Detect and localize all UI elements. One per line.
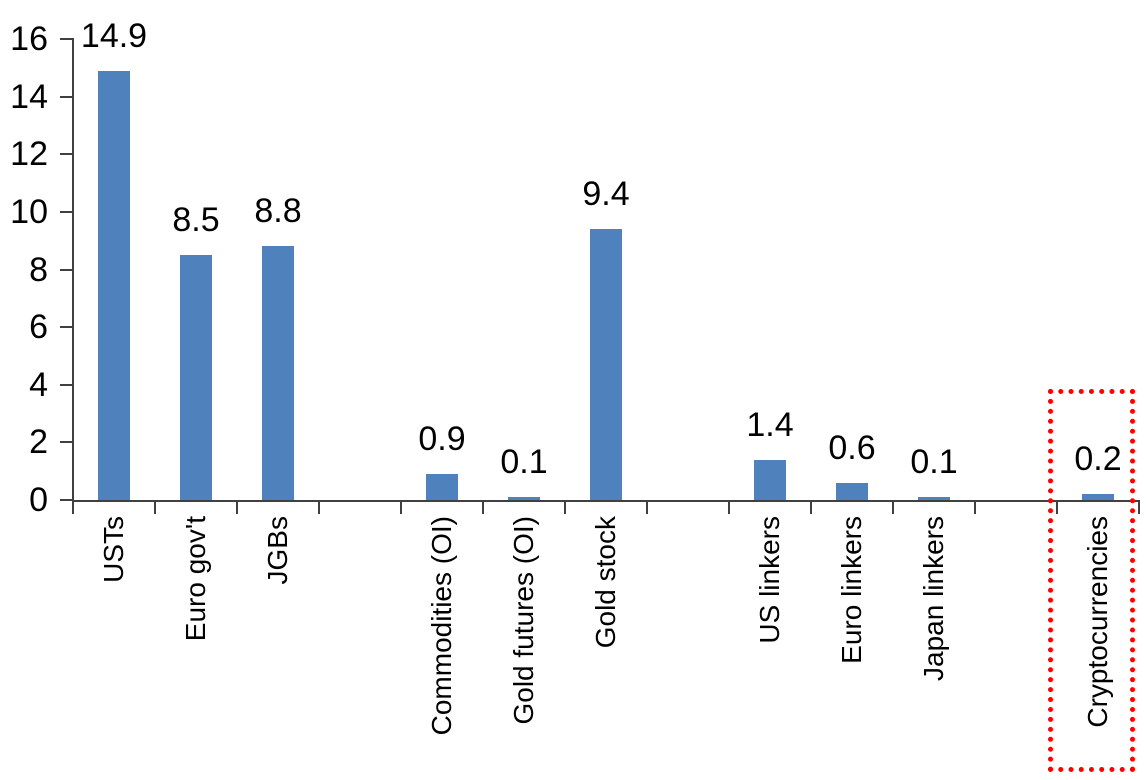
x-tick — [236, 500, 238, 514]
y-tick — [60, 210, 73, 213]
category-label-gold-futures-oi: Gold futures (OI) — [508, 516, 539, 725]
bar-euro-linkers — [836, 483, 868, 500]
bar-jgbs — [262, 246, 294, 500]
bar-value-label: 0.1 — [910, 443, 958, 481]
category-label-commodities-oi: Commodities (OI) — [426, 516, 457, 736]
x-tick — [154, 500, 156, 514]
bar-gold-stock — [590, 229, 622, 500]
y-tick-label: 2 — [29, 423, 48, 462]
bar-euro-gov-t — [180, 255, 212, 500]
x-tick — [1138, 500, 1140, 514]
bar-gold-futures-oi — [508, 497, 540, 500]
x-tick — [728, 500, 730, 514]
y-tick-label: 14 — [10, 77, 48, 116]
y-tick-label: 16 — [10, 20, 48, 58]
category-label-gold-stock: Gold stock — [590, 516, 621, 649]
x-axis-line — [72, 500, 1140, 502]
bar-value-label: 1.4 — [746, 406, 794, 444]
bar-value-label: 0.1 — [500, 443, 548, 481]
x-tick — [400, 500, 402, 514]
y-tick — [60, 95, 73, 98]
category-label-japan-linkers: Japan linkers — [918, 516, 949, 681]
x-tick — [564, 500, 566, 514]
y-tick-label: 10 — [10, 192, 48, 231]
bar-japan-linkers — [918, 497, 950, 500]
category-label-euro-gov-t: Euro gov't — [180, 516, 211, 642]
bar-value-label: 0.9 — [418, 420, 466, 458]
y-axis-line — [72, 38, 74, 502]
y-tick — [60, 441, 73, 444]
bar-value-label: 0.6 — [828, 429, 876, 467]
bar-value-label: 0.2 — [1074, 440, 1122, 478]
x-tick — [482, 500, 484, 514]
x-tick — [974, 500, 976, 514]
bar-value-label: 14.9 — [80, 17, 148, 55]
y-tick-label: 0 — [29, 481, 48, 519]
y-tick — [60, 38, 73, 40]
bar-cryptocurrencies — [1082, 494, 1114, 500]
x-tick — [1056, 500, 1058, 514]
x-tick — [892, 500, 894, 514]
bar-us-linkers — [754, 460, 786, 500]
x-tick — [646, 500, 648, 514]
y-tick — [60, 268, 73, 271]
bar-value-label: 9.4 — [582, 175, 630, 213]
x-tick — [810, 500, 812, 514]
y-tick-label: 6 — [29, 308, 48, 347]
y-tick-label: 12 — [10, 135, 48, 174]
x-tick — [72, 500, 74, 514]
bar-commodities-oi — [426, 474, 458, 500]
y-tick — [60, 499, 73, 501]
y-tick — [60, 153, 73, 156]
highlight-box-cryptocurrencies — [1048, 389, 1135, 772]
y-tick-label: 4 — [29, 365, 48, 404]
bar-usts — [98, 71, 130, 500]
y-tick — [60, 326, 73, 329]
category-label-jgbs: JGBs — [262, 516, 293, 585]
y-tick-label: 8 — [29, 250, 48, 289]
bar-value-label: 8.5 — [172, 201, 220, 239]
category-label-euro-linkers: Euro linkers — [836, 516, 867, 664]
bar-value-label: 8.8 — [254, 192, 302, 230]
category-label-us-linkers: US linkers — [754, 516, 785, 644]
category-label-usts: USTs — [98, 516, 129, 583]
x-tick — [318, 500, 320, 514]
y-tick — [60, 383, 73, 386]
